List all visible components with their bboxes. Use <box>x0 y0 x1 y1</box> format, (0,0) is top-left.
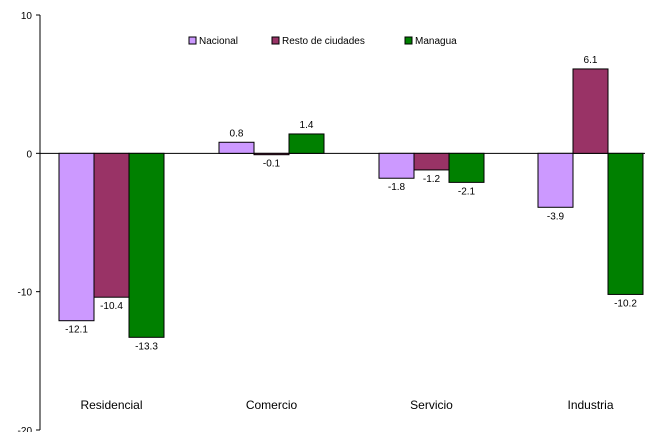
data-label: -1.2 <box>423 174 441 185</box>
data-label: -12.1 <box>65 325 88 336</box>
category-label: Comercio <box>246 398 298 412</box>
category-label: Residencial <box>80 398 142 412</box>
bar <box>288 133 325 154</box>
bar <box>378 152 415 179</box>
bar <box>448 152 485 183</box>
y-tick-label: 10 <box>21 11 33 22</box>
legend-swatch <box>404 36 413 45</box>
y-tick-label: 0 <box>26 149 32 160</box>
bar <box>572 68 609 154</box>
y-tick-label: -10 <box>18 288 33 299</box>
legend-swatch <box>271 36 280 45</box>
category-labels: Residencial Comercio Servicio Industria <box>80 398 613 412</box>
data-label: 6.1 <box>584 55 598 66</box>
bar <box>58 152 95 322</box>
legend-label: Managua <box>415 36 457 47</box>
data-label: -10.2 <box>614 298 637 309</box>
legend-label: Nacional <box>199 36 238 47</box>
legend-label: Resto de ciudades <box>282 36 365 47</box>
data-label: -2.1 <box>458 186 476 197</box>
data-label: -1.8 <box>388 182 406 193</box>
bar <box>93 152 130 298</box>
data-label: -3.9 <box>547 211 565 222</box>
bar <box>128 152 165 338</box>
legend: Nacional Resto de ciudades Managua <box>188 36 457 47</box>
legend-swatch <box>188 36 197 45</box>
bars <box>58 68 644 338</box>
category-label: Servicio <box>410 398 453 412</box>
bar <box>413 152 450 171</box>
data-label: 1.4 <box>300 120 314 131</box>
y-tick-label: -20 <box>18 426 33 432</box>
data-label: 0.8 <box>230 128 244 139</box>
bar <box>253 152 290 156</box>
bar <box>537 152 574 208</box>
category-label: Industria <box>567 398 613 412</box>
bar <box>218 141 255 154</box>
bar <box>607 152 644 295</box>
data-label: -0.1 <box>263 159 281 170</box>
data-label: -10.4 <box>100 301 123 312</box>
data-label: -13.3 <box>135 341 158 352</box>
data-labels: -12.1 -10.4 -13.3 0.8 -0.1 1.4 -1.8 -1.2 -2.1 -3.… <box>65 55 637 352</box>
